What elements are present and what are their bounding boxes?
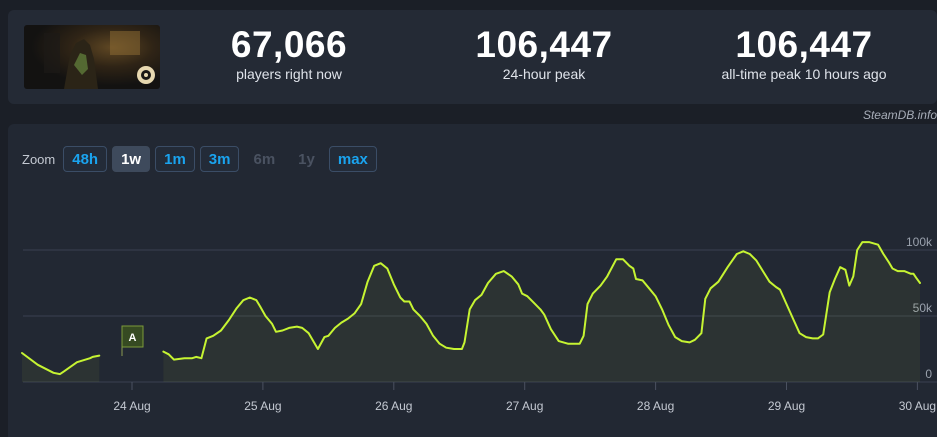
- series-line-segment-0: [21, 352, 101, 376]
- stat-all-time-peak: 106,447 all-time peak 10 hours ago: [694, 24, 914, 82]
- stat-24h-peak: 106,447 24-hour peak: [434, 24, 654, 82]
- series-line-segment-1: [162, 241, 921, 361]
- player-stats-panel: 67,066 players right now 106,447 24-hour…: [8, 10, 937, 104]
- zoom-label: Zoom: [22, 151, 56, 167]
- x-tick-label: 25 Aug: [244, 399, 281, 413]
- zoom-controls: Zoom 48h 1w 1m 3m 6m 1y max: [22, 144, 382, 174]
- game-thumbnail-image: [24, 25, 160, 89]
- player-count-chart: 0 50k 100k 24 Aug 25 Aug 26 Aug 27 Aug 28 Aug 29…: [21, 235, 937, 413]
- y-tick-label: 100k: [906, 235, 933, 249]
- player-chart-panel: 0 50k 100k 24 Aug 25 Aug 26 Aug 27 Aug 28 Aug 29…: [8, 124, 937, 437]
- x-tick-label: 27 Aug: [506, 399, 543, 413]
- x-tick-label: 29 Aug: [768, 399, 805, 413]
- zoom-button-1y: 1y: [298, 150, 315, 168]
- all-time-peak-value: 106,447: [735, 24, 873, 65]
- peak-24h-value: 106,447: [475, 24, 613, 65]
- stat-players-now: 67,066 players right now: [179, 24, 399, 82]
- x-tick-label: 30 Aug: [899, 399, 936, 413]
- series-area-segment-0: [22, 353, 100, 382]
- y-tick-label: 0: [925, 367, 932, 381]
- peak-24h-label: 24-hour peak: [502, 66, 586, 82]
- annotation-label: A: [129, 332, 137, 344]
- steamdb-credit[interactable]: SteamDB.info: [862, 108, 937, 122]
- zoom-button-48h[interactable]: 48h: [63, 146, 108, 172]
- players-now-label: players right now: [236, 66, 342, 82]
- zoom-button-1w[interactable]: 1w: [112, 146, 151, 172]
- zoom-button-group: 48h 1w 1m 3m 6m 1y max: [63, 146, 382, 172]
- zoom-button-6m: 6m: [253, 150, 276, 168]
- zoom-button-1m[interactable]: 1m: [155, 146, 195, 172]
- x-tick-label: 24 Aug: [113, 399, 150, 413]
- annotation-flag: [121, 325, 144, 348]
- zoom-button-3m[interactable]: 3m: [199, 146, 240, 172]
- zoom-button-max[interactable]: max: [328, 146, 377, 172]
- y-tick-label: 50k: [913, 301, 933, 315]
- x-tick-label: 28 Aug: [637, 399, 674, 413]
- players-now-value: 67,066: [230, 24, 348, 65]
- x-tick-label: 26 Aug: [375, 399, 412, 413]
- game-thumbnail[interactable]: [24, 25, 160, 89]
- all-time-peak-label: all-time peak 10 hours ago: [721, 66, 887, 82]
